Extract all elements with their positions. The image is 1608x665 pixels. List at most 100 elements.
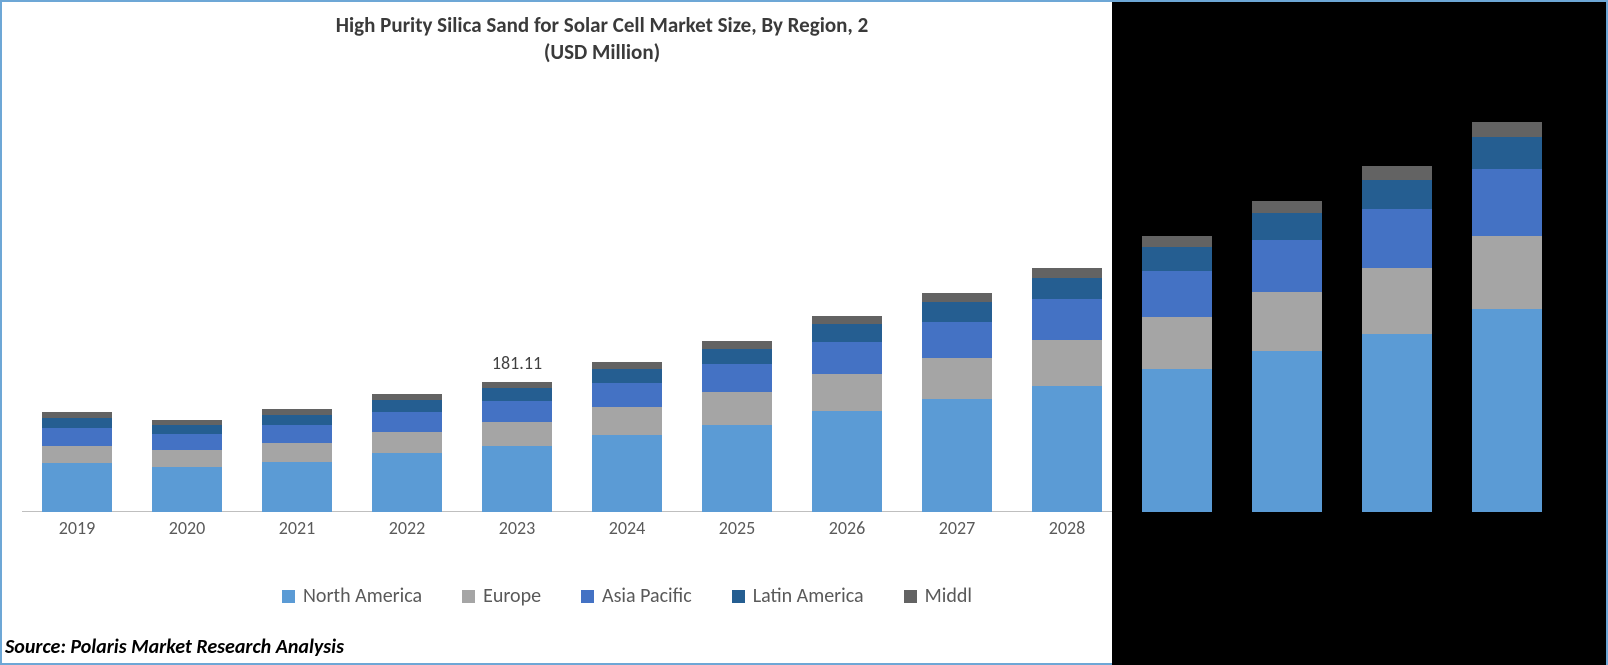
plot-area: 2019202020212022202320242025202620272028… <box>22 92 1590 512</box>
bar-2020 <box>152 420 222 512</box>
bar-seg-2024-europe <box>592 407 662 435</box>
bar-seg-2027-middle-east-africa <box>922 293 992 302</box>
bar-seg-2022-north-america <box>372 453 442 513</box>
x-label-2026: 2026 <box>792 517 902 539</box>
bar-seg-2019-latin-america <box>42 418 112 429</box>
bar-seg-2031-europe <box>1362 268 1432 334</box>
bar-seg-2032-latin-america <box>1472 137 1542 169</box>
bar-2031 <box>1362 166 1432 512</box>
bar-seg-2024-asia-pacific <box>592 383 662 408</box>
bar-seg-2032-middle-east-africa <box>1472 122 1542 137</box>
legend-swatch <box>904 590 917 603</box>
bar-2032 <box>1472 122 1542 512</box>
bar-seg-2026-north-america <box>812 411 882 513</box>
bar-seg-2029-middle-east-africa <box>1142 236 1212 247</box>
bar-2030 <box>1252 201 1322 512</box>
bar-seg-2020-latin-america <box>152 425 222 435</box>
bar-seg-2028-europe <box>1032 340 1102 386</box>
bar-seg-2025-latin-america <box>702 349 772 364</box>
x-label-2021: 2021 <box>242 517 352 539</box>
bar-seg-2022-europe <box>372 432 442 453</box>
bar-seg-2027-latin-america <box>922 302 992 322</box>
bar-2025 <box>702 341 772 512</box>
bar-seg-2025-europe <box>702 392 772 424</box>
legend-label: Middl <box>925 584 972 608</box>
bar-seg-2026-asia-pacific <box>812 342 882 374</box>
legend: North America Europe Asia Pacific Latin Ame… <box>282 584 1482 608</box>
bar-seg-2019-north-america <box>42 463 112 512</box>
bar-2029 <box>1142 236 1212 512</box>
chart-title: High Purity Silica Sand for Solar Cell M… <box>2 12 1202 67</box>
bar-seg-2025-north-america <box>702 425 772 513</box>
bar-seg-2030-middle-east-africa <box>1252 201 1322 213</box>
bar-seg-2024-latin-america <box>592 369 662 383</box>
data-label-2023: 181.11 <box>462 352 572 374</box>
bar-seg-2026-middle-east-africa <box>812 316 882 324</box>
bar-2022 <box>372 394 442 512</box>
bar-seg-2029-europe <box>1142 317 1212 369</box>
x-label-2023: 2023 <box>462 517 572 539</box>
legend-swatch <box>581 590 594 603</box>
bar-2027 <box>922 293 992 512</box>
legend-label: North America <box>303 584 422 608</box>
bar-seg-2026-latin-america <box>812 324 882 342</box>
bar-seg-2020-asia-pacific <box>152 434 222 450</box>
bar-seg-2028-middle-east-africa <box>1032 268 1102 278</box>
bar-seg-2028-latin-america <box>1032 278 1102 299</box>
x-label-2027: 2027 <box>902 517 1012 539</box>
bar-seg-2023-asia-pacific <box>482 401 552 422</box>
bar-seg-2021-north-america <box>262 462 332 512</box>
bar-seg-2021-asia-pacific <box>262 425 332 443</box>
bar-2028 <box>1032 268 1102 512</box>
bar-seg-2024-north-america <box>592 435 662 512</box>
bar-seg-2030-europe <box>1252 292 1322 351</box>
bar-seg-2023-europe <box>482 422 552 446</box>
legend-label: Latin America <box>753 584 864 608</box>
bar-2019 <box>42 412 112 512</box>
bar-seg-2030-asia-pacific <box>1252 240 1322 293</box>
bar-seg-2024-middle-east-africa <box>592 362 662 369</box>
bar-seg-2026-europe <box>812 374 882 410</box>
bar-2024 <box>592 362 662 513</box>
bar-seg-2031-latin-america <box>1362 180 1432 209</box>
legend-swatch <box>282 590 295 603</box>
bar-seg-2031-middle-east-africa <box>1362 166 1432 179</box>
x-label-2025: 2025 <box>682 517 792 539</box>
bar-seg-2029-north-america <box>1142 369 1212 513</box>
legend-item-latin-america: Latin America <box>732 584 864 608</box>
x-label-2020: 2020 <box>132 517 242 539</box>
bar-seg-2022-asia-pacific <box>372 412 442 432</box>
bar-seg-2019-europe <box>42 446 112 464</box>
bar-seg-2027-north-america <box>922 399 992 512</box>
bar-2023 <box>482 382 552 512</box>
legend-label: Europe <box>483 584 541 608</box>
source-attribution: Source: Polaris Market Research Analysis <box>5 635 344 659</box>
legend-item-north-america: North America <box>282 584 422 608</box>
bar-seg-2030-latin-america <box>1252 213 1322 240</box>
legend-item-asia-pacific: Asia Pacific <box>581 584 692 608</box>
legend-item-europe: Europe <box>462 584 541 608</box>
title-line-1: High Purity Silica Sand for Solar Cell M… <box>336 12 868 38</box>
bar-seg-2032-europe <box>1472 236 1542 310</box>
bar-seg-2029-latin-america <box>1142 247 1212 271</box>
bar-seg-2028-north-america <box>1032 386 1102 512</box>
bar-seg-2027-europe <box>922 358 992 399</box>
bar-seg-2020-europe <box>152 450 222 466</box>
bar-seg-2025-asia-pacific <box>702 364 772 392</box>
x-label-2022: 2022 <box>352 517 462 539</box>
bar-seg-2023-north-america <box>482 446 552 513</box>
bar-seg-2030-north-america <box>1252 351 1322 512</box>
bar-seg-2019-asia-pacific <box>42 428 112 446</box>
bar-seg-2021-latin-america <box>262 415 332 426</box>
bar-seg-2032-north-america <box>1472 309 1542 512</box>
legend-swatch <box>732 590 745 603</box>
legend-label: Asia Pacific <box>602 584 692 608</box>
legend-swatch <box>462 590 475 603</box>
chart-frame: High Purity Silica Sand for Solar Cell M… <box>0 0 1608 665</box>
legend-item-middle-east-africa: Middl <box>904 584 972 608</box>
x-label-2024: 2024 <box>572 517 682 539</box>
bar-seg-2028-asia-pacific <box>1032 299 1102 340</box>
bar-seg-2032-asia-pacific <box>1472 169 1542 236</box>
x-label-2028: 2028 <box>1012 517 1122 539</box>
x-label-2019: 2019 <box>22 517 132 539</box>
